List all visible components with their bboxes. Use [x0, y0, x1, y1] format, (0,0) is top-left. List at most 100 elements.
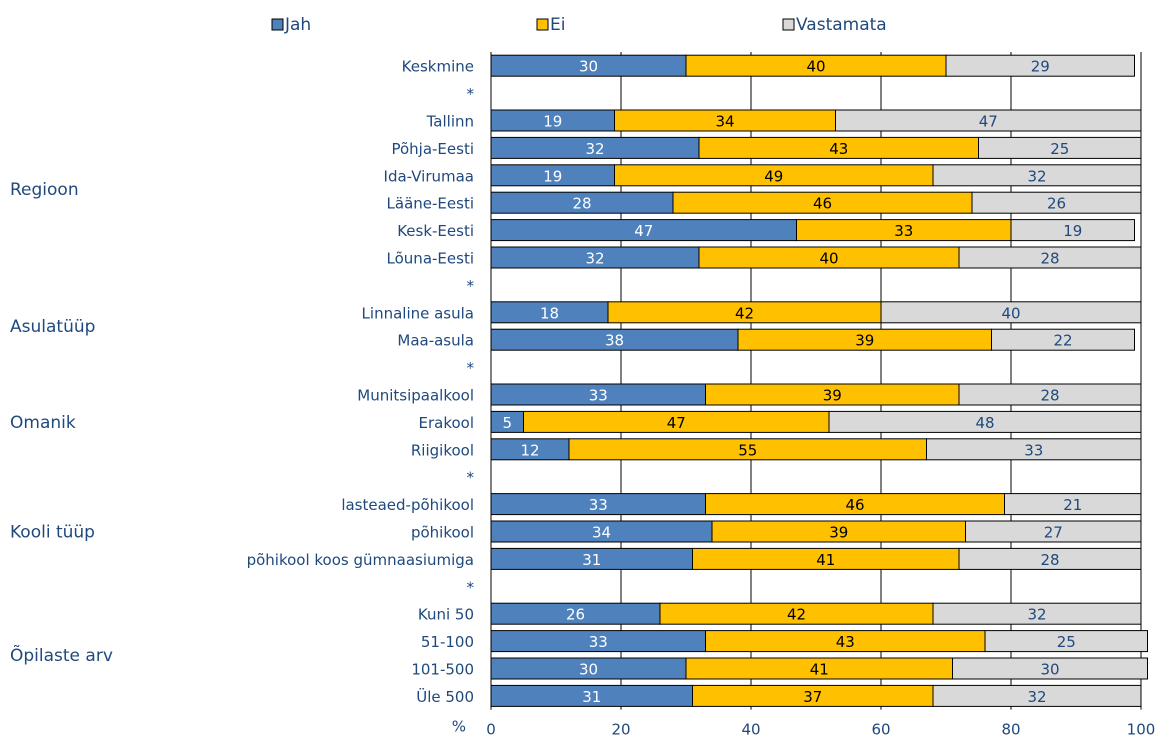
data-label: 34: [592, 524, 611, 542]
data-label: 19: [543, 113, 562, 131]
data-label: 21: [1063, 496, 1082, 514]
bars-area: 30 40 29 19 34 47 32 43 25 19 49 32 28 46 26 47 33 19 32 40…: [490, 54, 1148, 707]
data-label: 32: [585, 140, 604, 158]
bar-row: 18 42 40: [490, 301, 1142, 324]
data-label: 32: [1027, 167, 1046, 185]
group-label: Omanik: [10, 413, 76, 433]
bar-segment-vastamata: [945, 54, 1135, 77]
bar-row: 32 40 28: [490, 246, 1142, 269]
x-tick-label: 20: [611, 721, 630, 739]
data-label: 40: [819, 250, 838, 268]
group-labels: Regioon Asulatüüp Omanik Kooli tüüp Õpilaste…: [10, 180, 113, 666]
data-label: 38: [605, 332, 624, 350]
row-label: Keskmine: [402, 58, 474, 76]
data-label: 19: [1063, 222, 1082, 240]
row-label: Riigikool: [411, 441, 474, 459]
data-label: 28: [1040, 387, 1059, 405]
group-label: Asulatüüp: [10, 317, 95, 337]
row-label: Ida-Virumaa: [384, 167, 474, 185]
bar-row: 31 41 28: [490, 547, 1142, 570]
row-label: 51-100: [421, 633, 474, 651]
data-label: 28: [1040, 551, 1059, 569]
bar-segment-vastamata: [958, 246, 1142, 269]
row-label: lasteaed-põhikool: [341, 496, 474, 514]
data-label: 47: [634, 222, 653, 240]
data-label: 25: [1050, 140, 1069, 158]
bar-segment-vastamata: [978, 136, 1142, 159]
data-label: 26: [566, 606, 585, 624]
bar-row: 34 39 27: [490, 520, 1142, 543]
data-label: 39: [855, 332, 874, 350]
row-label: Lääne-Eesti: [387, 195, 474, 213]
x-axis: 0 20 40 60 80 100%: [452, 52, 1155, 739]
bar-segment-vastamata: [932, 602, 1142, 625]
bar-segment-vastamata: [1004, 493, 1142, 516]
separator-label: *: [467, 277, 475, 295]
data-label: 22: [1053, 332, 1072, 350]
data-label: 31: [582, 688, 601, 706]
bar-segment-vastamata: [958, 547, 1142, 570]
data-label: 30: [579, 661, 598, 679]
data-label: 33: [894, 222, 913, 240]
bar-row: 30 40 29: [490, 54, 1135, 77]
bar-segment-vastamata: [880, 301, 1142, 324]
data-label: 40: [1001, 304, 1020, 322]
data-label: 26: [1047, 195, 1066, 213]
group-label: Regioon: [10, 180, 79, 200]
data-label: 49: [764, 167, 783, 185]
bar-row: 31 37 32: [490, 684, 1142, 707]
row-label: Põhja-Eesti: [391, 140, 474, 158]
x-tick-label: 0: [486, 721, 496, 739]
bar-segment-vastamata: [984, 630, 1148, 653]
row-label: põhikool: [411, 524, 474, 542]
bar-row: 33 39 28: [490, 383, 1142, 406]
bar-segment-vastamata: [965, 520, 1142, 543]
data-label: 5: [502, 414, 512, 432]
row-label: põhikool koos gümnaasiumiga: [247, 551, 474, 569]
data-label: 32: [585, 250, 604, 268]
row-labels: Keskmine * Tallinn Põhja-Eesti Ida-Virumaa Lä…: [247, 58, 475, 706]
bar-row: 26 42 32: [490, 602, 1142, 625]
data-label: 12: [520, 441, 539, 459]
legend-label: Jah: [284, 15, 311, 35]
row-label: Kuni 50: [418, 606, 474, 624]
row-label: Kesk-Eesti: [397, 222, 474, 240]
row-label: Erakool: [418, 414, 474, 432]
x-axis-label: %: [452, 718, 466, 736]
bar-row: 38 39 22: [490, 328, 1135, 351]
bar-row: 30 41 30: [490, 657, 1148, 680]
data-label: 29: [1031, 58, 1050, 76]
data-label: 46: [813, 195, 832, 213]
data-label: 32: [1027, 688, 1046, 706]
data-label: 33: [589, 387, 608, 405]
bar-segment-vastamata: [958, 383, 1142, 406]
separator-label: *: [467, 85, 475, 103]
x-tick-label: 80: [1001, 721, 1020, 739]
data-label: 30: [579, 58, 598, 76]
data-label: 33: [589, 496, 608, 514]
legend-swatch: [536, 18, 549, 31]
bar-segment-vastamata: [991, 328, 1135, 351]
data-label: 25: [1057, 633, 1076, 651]
bar-row: 12 55 33: [490, 438, 1142, 461]
separator-label: *: [467, 359, 475, 377]
bar-segment-vastamata: [932, 164, 1142, 187]
bar-segment-vastamata: [952, 657, 1148, 680]
bar-segment-vastamata: [828, 410, 1142, 433]
data-label: 42: [787, 606, 806, 624]
data-label: 41: [810, 661, 829, 679]
x-tick-label: 60: [871, 721, 890, 739]
data-label: 19: [543, 167, 562, 185]
bar-segment-vastamata: [971, 191, 1142, 214]
row-label: Tallinn: [426, 113, 474, 131]
legend-item: Ei: [536, 15, 565, 35]
bar-row: 28 46 26: [490, 191, 1142, 214]
separator-label: *: [467, 578, 475, 596]
data-label: 47: [979, 113, 998, 131]
bar-row: 32 43 25: [490, 136, 1142, 159]
data-label: 40: [806, 58, 825, 76]
bar-row: 47 33 19: [490, 219, 1135, 242]
bar-segment-vastamata: [1010, 219, 1135, 242]
bar-row: 33 46 21: [490, 493, 1142, 516]
